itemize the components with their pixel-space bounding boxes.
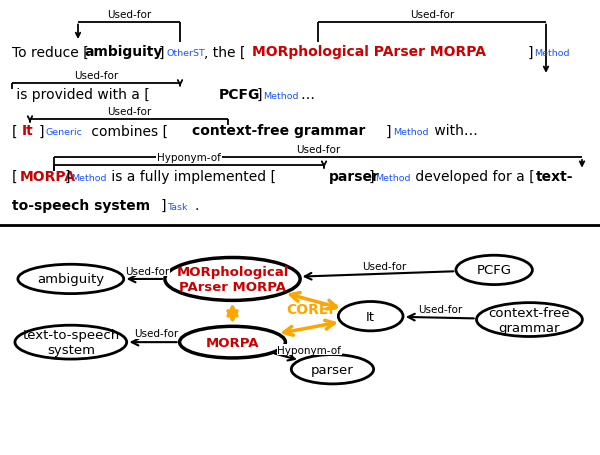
Text: is a fully implemented [: is a fully implemented [: [107, 169, 276, 183]
Text: PCFG: PCFG: [476, 264, 512, 277]
Text: Method: Method: [263, 92, 299, 101]
Text: ]: ]: [257, 88, 262, 102]
Text: Method: Method: [71, 173, 106, 182]
Text: MORPA: MORPA: [206, 336, 259, 349]
Text: PCFG: PCFG: [219, 88, 260, 102]
Text: context-free
grammar: context-free grammar: [488, 306, 570, 334]
Text: Used-for: Used-for: [107, 10, 151, 20]
Text: ambiguity: ambiguity: [84, 46, 163, 59]
Text: ]: ]: [527, 46, 533, 59]
Text: parser: parser: [329, 169, 380, 183]
Text: text-: text-: [536, 169, 574, 183]
Text: ]: ]: [386, 124, 391, 138]
Text: context-free grammar: context-free grammar: [192, 124, 365, 138]
Text: parser: parser: [311, 363, 354, 376]
Text: COREF: COREF: [286, 303, 338, 317]
Text: Used-for: Used-for: [296, 145, 340, 155]
Text: ]: ]: [368, 169, 374, 183]
Text: Hyponym-of: Hyponym-of: [277, 345, 341, 355]
Text: Used-for: Used-for: [410, 10, 454, 20]
Text: To reduce [: To reduce [: [12, 46, 89, 59]
Text: Hyponym-of: Hyponym-of: [157, 153, 221, 163]
Ellipse shape: [179, 327, 286, 358]
Text: [: [: [12, 124, 17, 138]
Text: is provided with a [: is provided with a [: [12, 88, 150, 102]
Text: It: It: [22, 124, 34, 138]
Text: to-speech system: to-speech system: [12, 198, 150, 212]
Text: Method: Method: [393, 128, 428, 137]
Text: , the [: , the [: [204, 46, 245, 59]
Text: .: .: [195, 198, 199, 212]
Ellipse shape: [18, 265, 124, 294]
Text: ambiguity: ambiguity: [37, 273, 104, 286]
Text: combines [: combines [: [87, 124, 168, 138]
Text: ]: ]: [64, 169, 70, 183]
Ellipse shape: [15, 325, 127, 359]
Ellipse shape: [338, 302, 403, 331]
Ellipse shape: [456, 256, 532, 285]
Text: MORphological
PArser MORPA: MORphological PArser MORPA: [176, 265, 289, 293]
Text: with…: with…: [430, 124, 478, 138]
Text: developed for a [: developed for a [: [411, 169, 535, 183]
Text: Used-for: Used-for: [418, 304, 462, 314]
Text: Used-for: Used-for: [74, 71, 118, 81]
Text: …: …: [300, 88, 314, 102]
Text: Used-for: Used-for: [125, 266, 169, 276]
Text: Generic: Generic: [46, 128, 82, 137]
Text: Used-for: Used-for: [134, 329, 178, 339]
Text: ]: ]: [161, 198, 166, 212]
Text: text-to-speech
system: text-to-speech system: [22, 329, 119, 356]
Text: Method: Method: [375, 173, 410, 182]
Text: It: It: [366, 310, 375, 323]
Text: Task: Task: [167, 202, 188, 212]
Text: ]: ]: [159, 46, 164, 59]
Ellipse shape: [476, 303, 583, 337]
Text: MORphological PArser MORPA: MORphological PArser MORPA: [252, 46, 486, 59]
Ellipse shape: [292, 355, 374, 384]
Text: OtherST: OtherST: [167, 49, 206, 58]
Text: Used-for: Used-for: [107, 106, 151, 116]
Text: ]: ]: [39, 124, 44, 138]
Text: MORPA: MORPA: [20, 169, 76, 183]
Ellipse shape: [165, 258, 300, 301]
Text: Method: Method: [535, 49, 570, 58]
Text: [: [: [12, 169, 17, 183]
Text: Used-for: Used-for: [362, 261, 406, 271]
